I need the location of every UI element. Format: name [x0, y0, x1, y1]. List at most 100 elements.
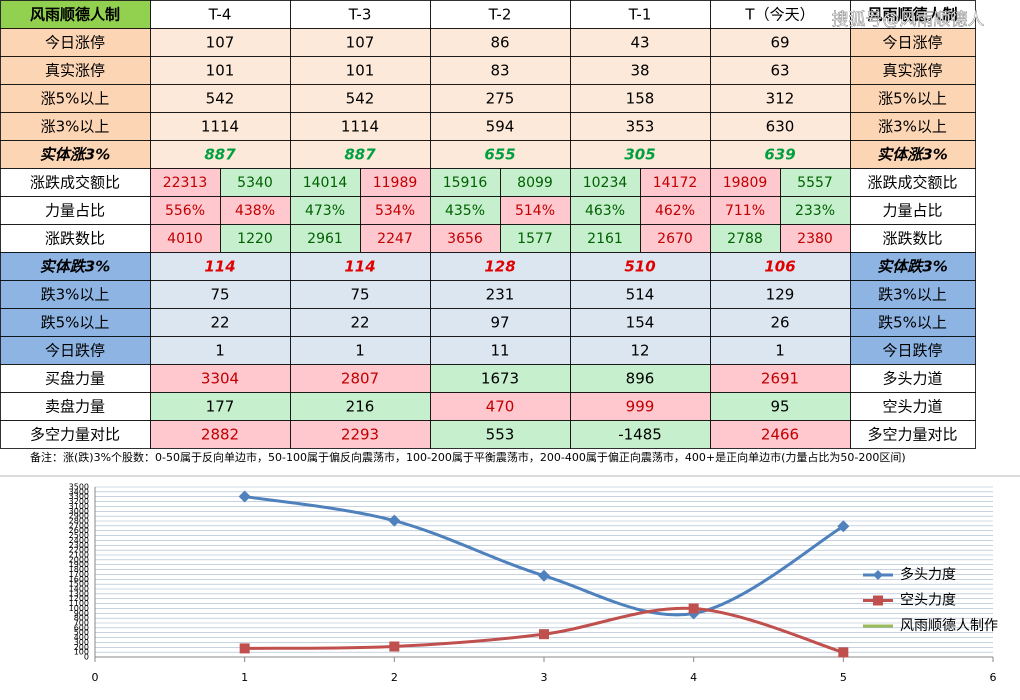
- row-label: 真实涨停: [45, 62, 105, 80]
- legend-label: 风雨顺德人制作: [900, 618, 998, 634]
- cell: [850, 420, 976, 449]
- cell: [710, 84, 851, 113]
- legend-marker: [873, 595, 883, 606]
- cell: [850, 280, 976, 309]
- y-tick-label: 400: [74, 633, 89, 642]
- cell: [0, 112, 151, 141]
- cell: [850, 196, 976, 225]
- cell: [220, 168, 291, 197]
- cell-text: 11: [490, 342, 509, 360]
- cell: [0, 308, 151, 337]
- cell: [430, 308, 571, 337]
- y-tick-label: 900: [74, 609, 89, 618]
- marker: [539, 629, 549, 640]
- cell: [290, 196, 361, 225]
- header-text: T-1: [628, 6, 652, 24]
- cell-text: 86: [490, 34, 509, 52]
- y-tick-label: 2500: [69, 531, 89, 540]
- cell: [710, 336, 851, 365]
- cell: [430, 336, 571, 365]
- cell: [430, 28, 571, 57]
- marker: [538, 569, 550, 582]
- cell: [710, 392, 851, 421]
- cell-text: 97: [490, 314, 509, 332]
- cell: [780, 196, 851, 225]
- row-label: 涨5%以上: [878, 90, 947, 108]
- x-tick-label: 3: [541, 671, 548, 684]
- y-tick-label: 2000: [69, 555, 89, 564]
- cell: [640, 168, 711, 197]
- cell: [150, 336, 291, 365]
- cell-text: 655: [484, 146, 515, 164]
- y-tick-label: 1100: [69, 599, 89, 608]
- cell-text: 15916: [443, 175, 488, 191]
- cell: [850, 364, 976, 393]
- y-tick-label: 2400: [69, 536, 89, 545]
- cell-text: 106: [764, 258, 795, 276]
- cell-text: 1220: [237, 231, 273, 247]
- y-tick-label: 3300: [69, 492, 89, 501]
- marker: [239, 643, 250, 654]
- cell-text: 107: [206, 34, 235, 52]
- cell: [150, 420, 291, 449]
- y-tick-label: 2300: [69, 541, 89, 550]
- cell: [290, 308, 431, 337]
- row-label: 多空力量对比: [867, 426, 957, 444]
- cell-text: 542: [206, 90, 235, 108]
- cell: [850, 252, 976, 281]
- cell: [430, 196, 501, 225]
- cell: [150, 196, 221, 225]
- cell: [0, 252, 151, 281]
- cell: [570, 336, 711, 365]
- cell: [0, 56, 151, 85]
- row-label: 力量占比: [882, 202, 942, 220]
- cell: [290, 84, 431, 113]
- cell: [290, 420, 431, 449]
- cell: [850, 336, 976, 365]
- cell-text: 534%: [375, 203, 415, 219]
- cell: [0, 364, 151, 393]
- cell-text: 510: [624, 258, 655, 276]
- cell: [710, 196, 781, 225]
- cell-text: 1577: [517, 231, 553, 247]
- cell: [150, 0, 291, 29]
- y-tick-label: 2700: [69, 521, 89, 530]
- cell-text: 2247: [377, 231, 413, 247]
- marker: [838, 647, 849, 658]
- cell: [850, 0, 976, 29]
- cell-text: 177: [206, 398, 235, 416]
- row-label: 涨跌数比: [45, 230, 105, 248]
- cell: [150, 280, 291, 309]
- cell-text: 154: [626, 314, 655, 332]
- row-label: 涨跌成交额比: [867, 174, 957, 192]
- y-tick-label: 1900: [69, 560, 89, 569]
- cell: [290, 364, 431, 393]
- row-label: 涨3%以上: [878, 118, 947, 136]
- marker: [388, 514, 401, 527]
- y-tick-label: 200: [74, 643, 89, 652]
- cell-text: 542: [346, 90, 375, 108]
- cell-text: 462%: [655, 203, 695, 219]
- cell: [430, 392, 571, 421]
- cell: [850, 308, 976, 337]
- note: 备注：涨(跌)3%个股数：0-50属于反向单边市，50-100属于偏反向震荡市，…: [30, 450, 906, 464]
- cell-text: 11989: [373, 175, 418, 191]
- row-label: 涨5%以上: [41, 90, 110, 108]
- cell: [710, 280, 851, 309]
- cell-text: 4010: [167, 231, 203, 247]
- cell-text: 114: [344, 258, 375, 276]
- y-tick-label: 100: [74, 648, 89, 657]
- cell-text: 101: [346, 62, 375, 80]
- cell: [290, 56, 431, 85]
- cell-text: 2380: [797, 231, 833, 247]
- cell: [570, 112, 711, 141]
- cell: [430, 420, 571, 449]
- header-text: 风雨顺德人制: [867, 6, 957, 24]
- row-label: 今日涨停: [882, 34, 942, 52]
- y-tick-label: 3400: [69, 487, 89, 496]
- cell-text: 158: [626, 90, 655, 108]
- cell: [850, 392, 976, 421]
- cell: [570, 168, 641, 197]
- cell: [0, 420, 151, 449]
- row-label: 买盘力量: [45, 370, 105, 388]
